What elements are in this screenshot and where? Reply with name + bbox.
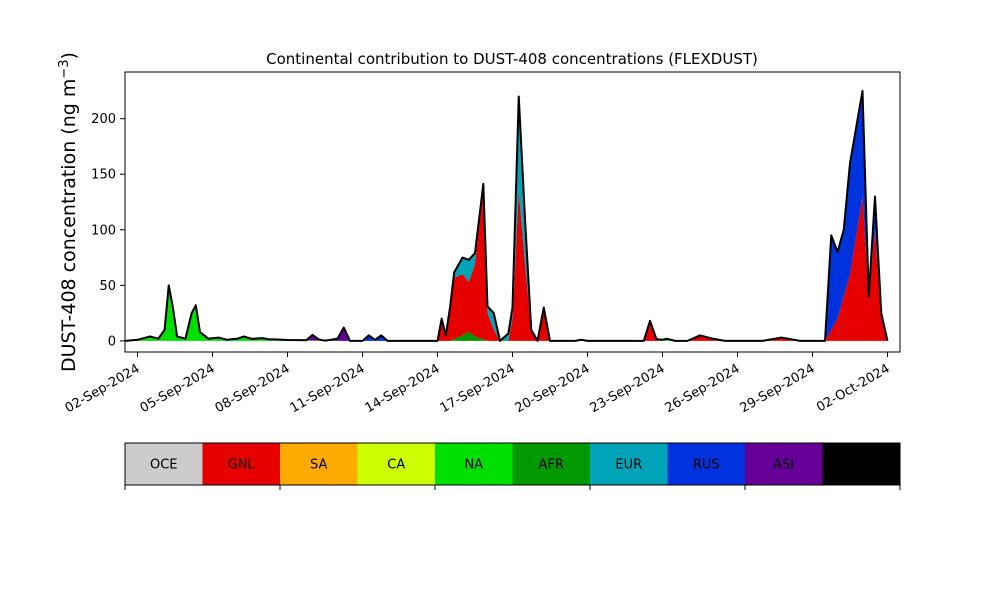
area-afr — [125, 285, 888, 341]
stacked-areas — [124, 89, 889, 342]
area-eur — [125, 96, 888, 341]
y-axis-label: DUST-408 concentration (ng m−3) — [57, 52, 80, 372]
x-tick-label: 02-Oct-2024 — [814, 361, 892, 415]
colorbar-label-ca: CA — [387, 458, 405, 473]
colorbar-swatch-aus — [822, 443, 901, 485]
colorbar-label-sa: SA — [310, 458, 327, 473]
colorbar-swatch-eur — [590, 443, 668, 485]
y-tick-label: 100 — [91, 223, 116, 238]
y-axis-label-exponent: −3 — [57, 59, 72, 78]
y-tick-label: 0 — [108, 334, 116, 349]
x-tick-label: 11-Sep-2024 — [288, 361, 368, 416]
y-tick-label: 150 — [91, 168, 116, 183]
colorbar-swatch-rus — [667, 443, 746, 485]
y-axis-label-main: DUST-408 concentration (ng m — [58, 79, 80, 372]
x-tick-label: 14-Sep-2024 — [363, 361, 443, 416]
x-tick-label: 23-Sep-2024 — [588, 361, 668, 416]
colorbar-label-aus: AUS — [848, 458, 875, 473]
area-na — [125, 285, 888, 341]
x-axis: 02-Sep-202405-Sep-202408-Sep-202411-Sep-… — [63, 352, 893, 416]
area-gnl — [125, 183, 888, 341]
colorbar-swatch-asi — [745, 443, 823, 485]
y-axis: 0 50 100 150 200 — [91, 112, 125, 349]
colorbar-swatch-ca — [357, 443, 436, 485]
colorbar-swatch-gnl — [202, 443, 281, 485]
colorbar-label-gnl: GNL — [228, 458, 256, 473]
colorbar-swatch-na — [435, 443, 513, 485]
colorbar-swatch-oce — [125, 443, 203, 485]
colorbar-label-eur: EUR — [615, 458, 642, 473]
x-tick-label: 26-Sep-2024 — [663, 361, 743, 416]
x-tick-label: 20-Sep-2024 — [513, 361, 593, 416]
x-tick-label: 29-Sep-2024 — [738, 361, 818, 416]
area-rus — [125, 90, 888, 341]
colorbar-label-oce: OCE — [150, 458, 178, 473]
x-tick-label: 17-Sep-2024 — [438, 361, 518, 416]
colorbar-swatch-afr — [512, 443, 591, 485]
colorbar-legend: OCE GNL SA CA NA AFR EUR RUS ASI AUS — [124, 442, 901, 490]
colorbar-frame — [124, 442, 901, 486]
colorbar-label-na: NA — [464, 458, 483, 473]
colorbar-label-asi: ASI — [773, 458, 794, 473]
y-tick-label: 200 — [91, 112, 116, 127]
x-tick-label: 08-Sep-2024 — [213, 361, 293, 416]
y-tick-label: 50 — [99, 279, 116, 294]
x-tick-label: 05-Sep-2024 — [138, 361, 218, 416]
y-axis-label-close: ) — [58, 52, 80, 59]
area-asi — [125, 90, 888, 341]
total-line — [124, 89, 889, 342]
colorbar-label-rus: RUS — [693, 458, 720, 473]
colorbar-swatch-sa — [280, 443, 358, 485]
colorbar-label-afr: AFR — [539, 458, 564, 473]
chart-title: Continental contribution to DUST-408 con… — [266, 50, 758, 68]
